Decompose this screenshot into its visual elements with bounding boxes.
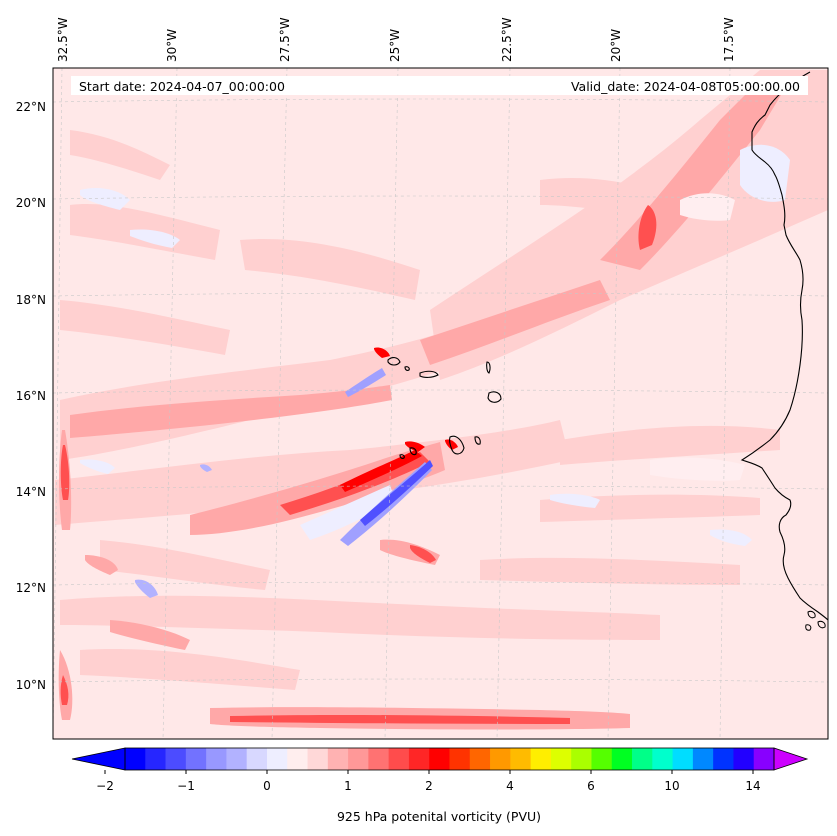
cape-verde-islands bbox=[387, 357, 502, 459]
colorbar: −2 −1 0 1 2 4 6 10 14 925 hPa potenital … bbox=[71, 747, 809, 824]
colorbar-tick-label: 4 bbox=[506, 779, 514, 793]
colorbar-cell bbox=[490, 748, 511, 770]
brava-island bbox=[399, 454, 405, 459]
colorbar-frame bbox=[124, 747, 775, 771]
colorbar-extend-high bbox=[773, 747, 809, 771]
nw-blue-streak bbox=[345, 368, 386, 397]
colorbar-cell bbox=[672, 748, 694, 770]
colorbar-tick-label: 10 bbox=[664, 779, 679, 793]
colorbar-cell bbox=[591, 748, 613, 770]
colorbar-cell bbox=[550, 748, 572, 770]
colorbar-cell bbox=[266, 748, 288, 770]
colorbar-cell bbox=[713, 748, 734, 770]
colorbar-cell bbox=[185, 748, 207, 770]
colorbar-cell bbox=[530, 748, 552, 770]
lat-label: 16°N bbox=[16, 389, 46, 403]
lon-label: 30°W bbox=[165, 29, 179, 62]
latitude-labels: 22°N 20°N 18°N 16°N 14°N 12°N 10°N bbox=[16, 100, 46, 692]
colorbar-cell bbox=[733, 748, 755, 770]
colorbar-tick-label: −2 bbox=[96, 779, 114, 793]
colorbar-cell bbox=[692, 748, 714, 770]
colorbar-cells bbox=[125, 748, 775, 770]
santo-antao-island bbox=[387, 357, 401, 366]
lat-label: 18°N bbox=[16, 293, 46, 307]
fogo-island bbox=[409, 447, 417, 456]
colorbar-cell bbox=[287, 748, 308, 770]
colorbar-ticks bbox=[104, 770, 754, 774]
colorbar-cell bbox=[307, 748, 329, 770]
light-blue-areas bbox=[80, 144, 790, 546]
graticule bbox=[53, 68, 828, 739]
santiago-island bbox=[449, 435, 465, 455]
lat-label: 14°N bbox=[16, 485, 46, 499]
colorbar-cell bbox=[125, 748, 146, 770]
colorbar-tick-label: 0 bbox=[263, 779, 271, 793]
colorbar-cell bbox=[571, 748, 592, 770]
sao-nicolau-island bbox=[419, 370, 439, 378]
colorbar-cell bbox=[327, 748, 349, 770]
colorbar-cell bbox=[388, 748, 410, 770]
colorbar-tick-label: 6 bbox=[587, 779, 595, 793]
lon-label: 22.5°W bbox=[500, 17, 514, 62]
sal-island bbox=[486, 361, 491, 374]
map-frame bbox=[52, 67, 829, 740]
longitude-labels: 32.5°W 30°W 27.5°W 25°W 22.5°W 20°W 17.5… bbox=[56, 17, 736, 62]
colorbar-cell bbox=[206, 748, 227, 770]
colorbar-cell bbox=[246, 748, 268, 770]
colorbar-cell bbox=[226, 748, 248, 770]
colorbar-cell bbox=[753, 748, 775, 770]
boa-vista-island bbox=[487, 391, 502, 403]
pv-field bbox=[53, 68, 828, 739]
colorbar-tick-label: −1 bbox=[177, 779, 195, 793]
lat-label: 22°N bbox=[16, 100, 46, 114]
colorbar-tick-label: 2 bbox=[425, 779, 433, 793]
african-coastline bbox=[740, 71, 828, 621]
header-banner bbox=[71, 76, 808, 95]
colorbar-tick-label: 1 bbox=[344, 779, 352, 793]
colorbar-cell bbox=[449, 748, 471, 770]
lat-label: 12°N bbox=[16, 581, 46, 595]
valid-date-label: Valid_date: 2024-04-08T05:00:00.00 bbox=[571, 79, 800, 94]
colorbar-label: 925 hPa potenital vorticity (PVU) bbox=[337, 809, 541, 824]
main-band-mid bbox=[190, 442, 445, 535]
lat-label: 10°N bbox=[16, 678, 46, 692]
colorbar-cell bbox=[165, 748, 187, 770]
coastal-patches bbox=[650, 193, 745, 481]
lon-label: 27.5°W bbox=[278, 17, 292, 62]
colorbar-cell bbox=[348, 748, 369, 770]
blue-areas bbox=[135, 368, 433, 598]
colorbar-tick-labels: −2 −1 0 1 2 4 6 10 14 bbox=[96, 779, 760, 793]
lon-label: 32.5°W bbox=[56, 17, 70, 62]
sao-vicente-island bbox=[404, 366, 410, 371]
colorbar-cell bbox=[632, 748, 653, 770]
colorbar-cell bbox=[469, 748, 491, 770]
colorbar-cell bbox=[145, 748, 166, 770]
max-red-areas bbox=[340, 347, 458, 492]
colorbar-cell bbox=[652, 748, 673, 770]
light-red-areas bbox=[55, 70, 828, 690]
lat-label: 20°N bbox=[16, 196, 46, 210]
island-wake-max bbox=[340, 450, 422, 492]
colorbar-cell bbox=[510, 748, 532, 770]
maio-island bbox=[474, 436, 481, 445]
start-date-label: Start date: 2024-04-07_00:00:00 bbox=[79, 79, 285, 94]
colorbar-cell bbox=[408, 748, 430, 770]
colorbar-cell bbox=[611, 748, 633, 770]
colorbar-extend-low bbox=[71, 747, 126, 771]
sw-blue-core bbox=[360, 460, 433, 526]
lon-label: 20°W bbox=[609, 29, 623, 62]
colorbar-cell bbox=[429, 748, 450, 770]
colorbar-cell bbox=[368, 748, 390, 770]
lon-label: 17.5°W bbox=[722, 17, 736, 62]
bijagos-islands bbox=[805, 610, 826, 631]
map-panel: Start date: 2024-04-07_00:00:00 Valid_da… bbox=[52, 67, 829, 740]
colorbar-tick-label: 14 bbox=[745, 779, 760, 793]
lon-label: 25°W bbox=[388, 29, 402, 62]
